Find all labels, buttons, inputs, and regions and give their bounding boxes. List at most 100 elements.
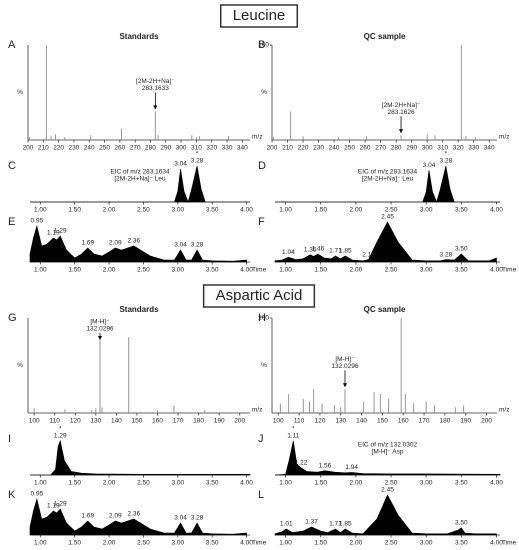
- x-tick-label: 230: [313, 145, 324, 152]
- peak-label: 1.19: [47, 230, 60, 237]
- x-tick-label: 260: [360, 145, 371, 152]
- peak-label: 3.50: [455, 520, 468, 527]
- panel-title: Standards: [119, 305, 159, 314]
- y-axis-label: %: [17, 362, 23, 369]
- peak-label: 1.37: [305, 519, 318, 526]
- chromatogram-area: [29, 224, 247, 263]
- panel-letter: C: [8, 160, 16, 172]
- panel-letter: G: [8, 312, 17, 324]
- peak-label: 3.28: [191, 242, 204, 249]
- x-tick-label: 210: [282, 145, 293, 152]
- peak-label: 1.46: [312, 246, 325, 253]
- x-tick-label: 1.00: [34, 267, 47, 274]
- x-tick-label: 280: [145, 145, 156, 152]
- y-axis-label: %: [261, 362, 267, 369]
- panel-letter: L: [258, 489, 264, 501]
- x-tick-label: 270: [130, 145, 141, 152]
- peak-label: 2.36: [127, 238, 140, 245]
- peak-label: 1.35: [304, 247, 317, 254]
- x-tick-label: 120: [70, 418, 81, 425]
- x-tick-label: 180: [193, 418, 204, 425]
- peak-label: 2.36: [127, 511, 140, 518]
- x-tick-label: 2.50: [385, 540, 398, 547]
- x-tick-label: 150: [377, 418, 388, 425]
- y-tick-label: 100: [258, 315, 269, 322]
- x-tick-label: 1.50: [68, 480, 81, 487]
- x-tick-label: 160: [398, 418, 409, 425]
- peak-label: 3.28: [191, 158, 204, 165]
- panel-letter: I: [8, 433, 11, 445]
- x-tick-label: 130: [90, 418, 101, 425]
- annotation-mz: 132.0296: [86, 326, 113, 333]
- y-axis-label: %: [261, 89, 267, 96]
- x-tick-label: 3.50: [455, 480, 468, 487]
- x-tick-label: 260: [114, 145, 125, 152]
- x-tick-label: 1.00: [279, 480, 292, 487]
- x-tick-label: 3.50: [206, 540, 219, 547]
- arrow-head: [342, 383, 347, 388]
- annotation-label: [M-H]⁻: [335, 356, 355, 363]
- peak-label: 3.28: [191, 515, 204, 522]
- x-tick-label: 250: [344, 145, 355, 152]
- eic-note: [2M-2H+Na]⁻ Leu: [114, 176, 166, 183]
- panel-letter: K: [8, 489, 16, 501]
- x-axis-label: m/z: [252, 134, 262, 141]
- x-tick-label: 220: [298, 145, 309, 152]
- x-tick-label: 1.50: [314, 267, 327, 274]
- x-tick-label: 100: [29, 418, 40, 425]
- x-tick-label: 1.00: [279, 540, 292, 547]
- x-tick-label: 200: [481, 418, 492, 425]
- x-tick-label: 2.00: [103, 207, 116, 214]
- x-tick-label: 300: [176, 145, 187, 152]
- peak-star: *: [292, 426, 295, 433]
- x-tick-label: 200: [267, 145, 278, 152]
- x-tick-label: 290: [406, 145, 417, 152]
- x-tick-label: 4.00: [240, 480, 253, 487]
- peak-label: 3.50: [455, 246, 468, 253]
- x-tick-label: 110: [294, 418, 305, 425]
- peak-label: 3.04: [423, 162, 436, 169]
- panel-letter: H: [258, 312, 266, 324]
- x-axis-label: Time: [252, 540, 267, 547]
- peak-label: 2.18: [362, 251, 375, 258]
- x-tick-label: 3.50: [455, 267, 468, 274]
- x-tick-label: 1.50: [68, 207, 81, 214]
- x-tick-label: 2.50: [385, 207, 398, 214]
- x-tick-label: 240: [84, 145, 95, 152]
- x-tick-label: 1.50: [68, 540, 81, 547]
- x-tick-label: 2.00: [103, 267, 116, 274]
- x-tick-label: 230: [69, 145, 80, 152]
- eic-note: EIC of m/z 283.1634: [110, 169, 170, 176]
- chromatogram-area: [30, 439, 251, 476]
- panel-letter: E: [8, 216, 15, 228]
- section-box: [219, 4, 299, 28]
- x-tick-label: 2.50: [137, 480, 150, 487]
- annotation-label: [M-H]⁻: [90, 319, 110, 326]
- x-tick-label: 3.50: [206, 207, 219, 214]
- peak-label: 0.95: [31, 218, 44, 225]
- peak-star: *: [445, 151, 448, 158]
- x-tick-label: 210: [38, 145, 49, 152]
- x-tick-label: 140: [356, 418, 367, 425]
- chromatogram-area: [274, 221, 497, 263]
- x-tick-label: 3.00: [171, 207, 184, 214]
- annotation-mz: 283.1633: [142, 85, 169, 92]
- x-tick-label: 3.00: [420, 267, 433, 274]
- x-tick-label: 3.00: [420, 207, 433, 214]
- panel-letter: B: [258, 39, 265, 51]
- x-axis-label: m/z: [252, 407, 262, 414]
- x-tick-label: 1.50: [314, 540, 327, 547]
- arrow-head: [399, 129, 404, 134]
- x-tick-label: 3.50: [455, 207, 468, 214]
- peak-label: 2.09: [109, 240, 122, 247]
- x-tick-label: 3.00: [420, 540, 433, 547]
- x-tick-label: 2.50: [385, 480, 398, 487]
- x-tick-label: 2.50: [137, 540, 150, 547]
- x-axis-label: Time: [502, 540, 517, 547]
- chromatogram-area: [274, 494, 497, 536]
- x-tick-label: 4.00: [490, 207, 503, 214]
- peak-label: 1.71: [329, 248, 342, 255]
- x-tick-label: 4.00: [240, 207, 253, 214]
